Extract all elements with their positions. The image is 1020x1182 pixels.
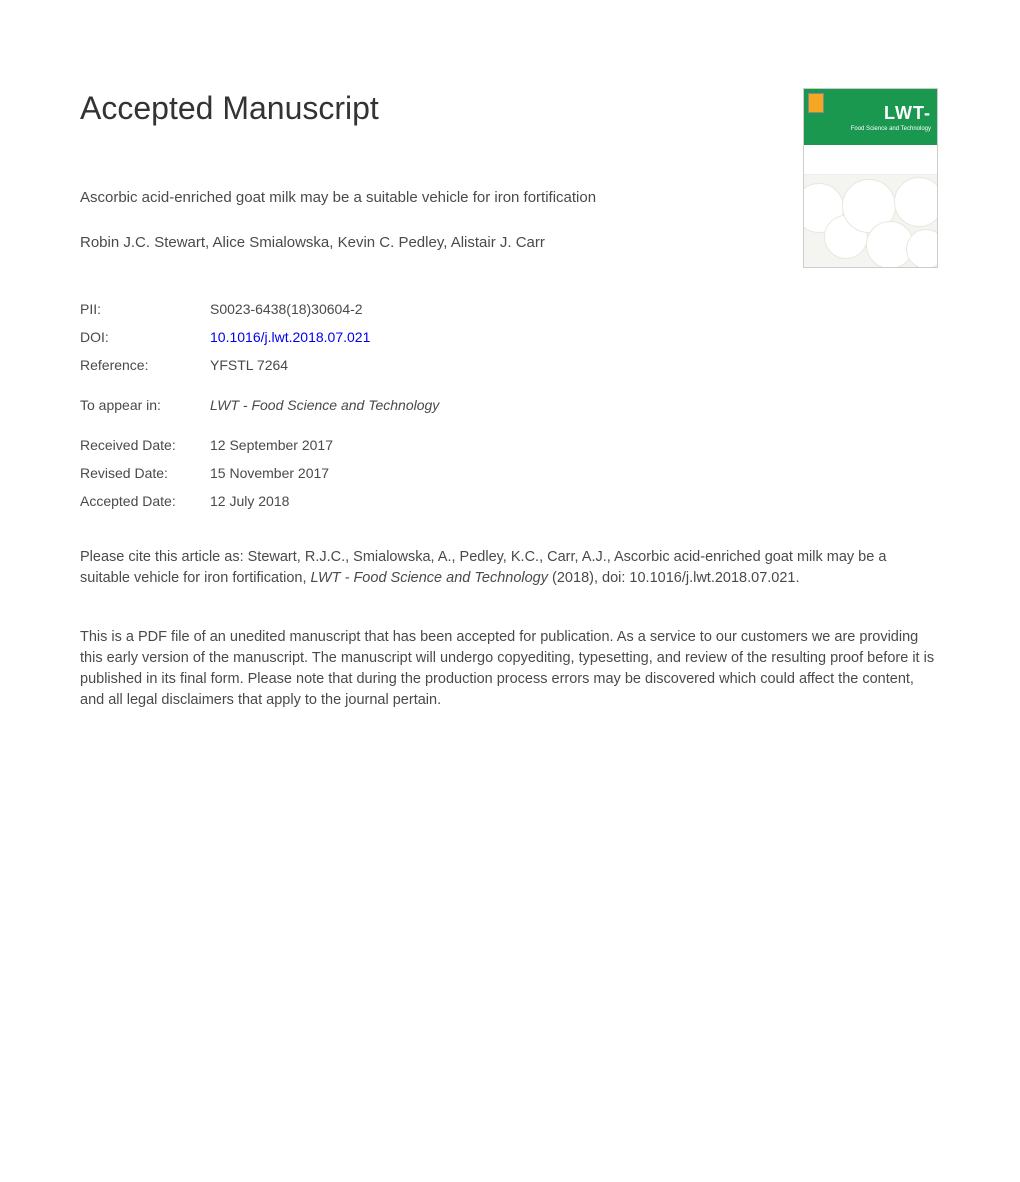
identifiers-block: PII: S0023-6438(18)30604-2 DOI: 10.1016/… [80,301,940,373]
accepted-manuscript-page: LWT- Food Science and Technology Accepte… [0,0,1020,771]
citation-paragraph: Please cite this article as: Stewart, R.… [80,547,920,589]
disclaimer-paragraph: This is a PDF file of an unedited manusc… [80,627,940,711]
appear-value: LWT - Food Science and Technology [210,397,439,413]
journal-cover-thumbnail: LWT- Food Science and Technology [803,88,938,268]
revised-label: Revised Date: [80,465,210,481]
cover-mid-strip [804,145,937,175]
dates-block: Received Date: 12 September 2017 Revised… [80,437,940,509]
accepted-value: 12 July 2018 [210,493,289,509]
citation-journal: LWT - Food Science and Technology [311,570,549,586]
appear-row: To appear in: LWT - Food Science and Tec… [80,397,940,413]
authors-line: Robin J.C. Stewart, Alice Smialowska, Ke… [80,234,720,251]
cover-subtitle: Food Science and Technology [851,126,931,132]
accepted-label: Accepted Date: [80,493,210,509]
revised-row: Revised Date: 15 November 2017 [80,465,940,481]
pii-value: S0023-6438(18)30604-2 [210,301,363,317]
cover-header: LWT- Food Science and Technology [804,89,937,145]
appear-block: To appear in: LWT - Food Science and Tec… [80,397,940,413]
received-row: Received Date: 12 September 2017 [80,437,940,453]
received-label: Received Date: [80,437,210,453]
doi-row: DOI: 10.1016/j.lwt.2018.07.021 [80,329,940,345]
appear-label: To appear in: [80,397,210,413]
cover-brand: LWT- [884,103,931,124]
pii-row: PII: S0023-6438(18)30604-2 [80,301,940,317]
accepted-row: Accepted Date: 12 July 2018 [80,493,940,509]
doi-link[interactable]: 10.1016/j.lwt.2018.07.021 [210,329,370,345]
doi-label: DOI: [80,329,210,345]
citation-suffix: (2018), doi: 10.1016/j.lwt.2018.07.021. [548,570,800,586]
received-value: 12 September 2017 [210,437,333,453]
article-title: Ascorbic acid-enriched goat milk may be … [80,187,720,208]
cover-art [804,175,937,268]
reference-label: Reference: [80,357,210,373]
publisher-logo-icon [808,93,824,113]
reference-row: Reference: YFSTL 7264 [80,357,940,373]
pii-label: PII: [80,301,210,317]
revised-value: 15 November 2017 [210,465,329,481]
reference-value: YFSTL 7264 [210,357,288,373]
